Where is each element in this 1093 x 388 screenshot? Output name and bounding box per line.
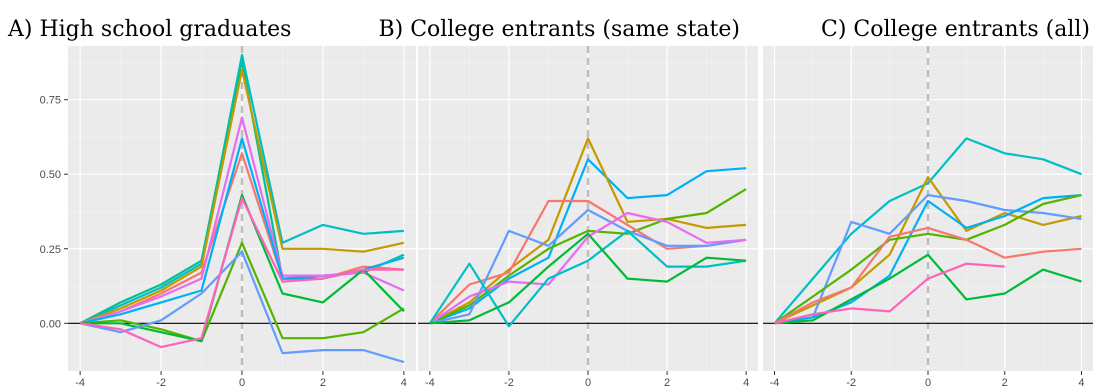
series-line-8 [774, 262, 1005, 325]
y-tick-label: 0.00 [40, 318, 61, 330]
y-tick-label: 0.75 [40, 95, 61, 107]
x-tick-label: 2 [320, 377, 326, 388]
series-line-9 [79, 250, 405, 364]
y-tick-label: 0.50 [40, 169, 61, 181]
y-tick-label: 0.25 [40, 244, 61, 256]
panel-a-title: A) High school graduates [7, 17, 291, 42]
series-line-1 [429, 158, 747, 325]
series-line-7 [80, 241, 405, 343]
x-tick-label: 0 [925, 377, 931, 388]
x-tick-label: 2 [664, 377, 670, 388]
series-line-1 [79, 53, 404, 325]
x-tick-label: -4 [425, 377, 435, 388]
panel-c: -4 -2 0 2 4 [763, 46, 1093, 388]
series-line-6 [773, 226, 1082, 325]
series-line-8 [429, 232, 747, 325]
series-line-1 [773, 137, 1082, 325]
x-tick-label: -4 [75, 377, 85, 388]
panel-b-title: B) College entrants (same state) [378, 17, 740, 42]
x-tick-label: -2 [504, 377, 514, 388]
series-line-6 [429, 211, 747, 325]
series-line-5 [773, 194, 1082, 325]
x-tick-label: 2 [1002, 377, 1008, 388]
x-tick-label: 4 [1078, 377, 1084, 388]
panel-a: -4 -2 0 2 4 0.00 0.25 0.50 0.75 [40, 46, 416, 388]
x-tick-label: -4 [770, 377, 780, 388]
x-tick-label: 4 [743, 377, 749, 388]
series-line-2 [774, 176, 1082, 325]
x-tick-label: -2 [156, 377, 166, 388]
series-line-10 [79, 197, 404, 349]
x-tick-label: 0 [239, 377, 245, 388]
series-line-3 [79, 68, 405, 325]
series-line-3 [429, 188, 747, 325]
panel-c-title: C) College entrants (all) [821, 17, 1090, 42]
x-tick-label: 0 [585, 377, 591, 388]
x-tick-label: -2 [846, 377, 856, 388]
panel-b: -4 -2 0 2 4 [418, 46, 758, 388]
series-line-8 [80, 194, 405, 343]
x-tick-label: 4 [401, 377, 407, 388]
